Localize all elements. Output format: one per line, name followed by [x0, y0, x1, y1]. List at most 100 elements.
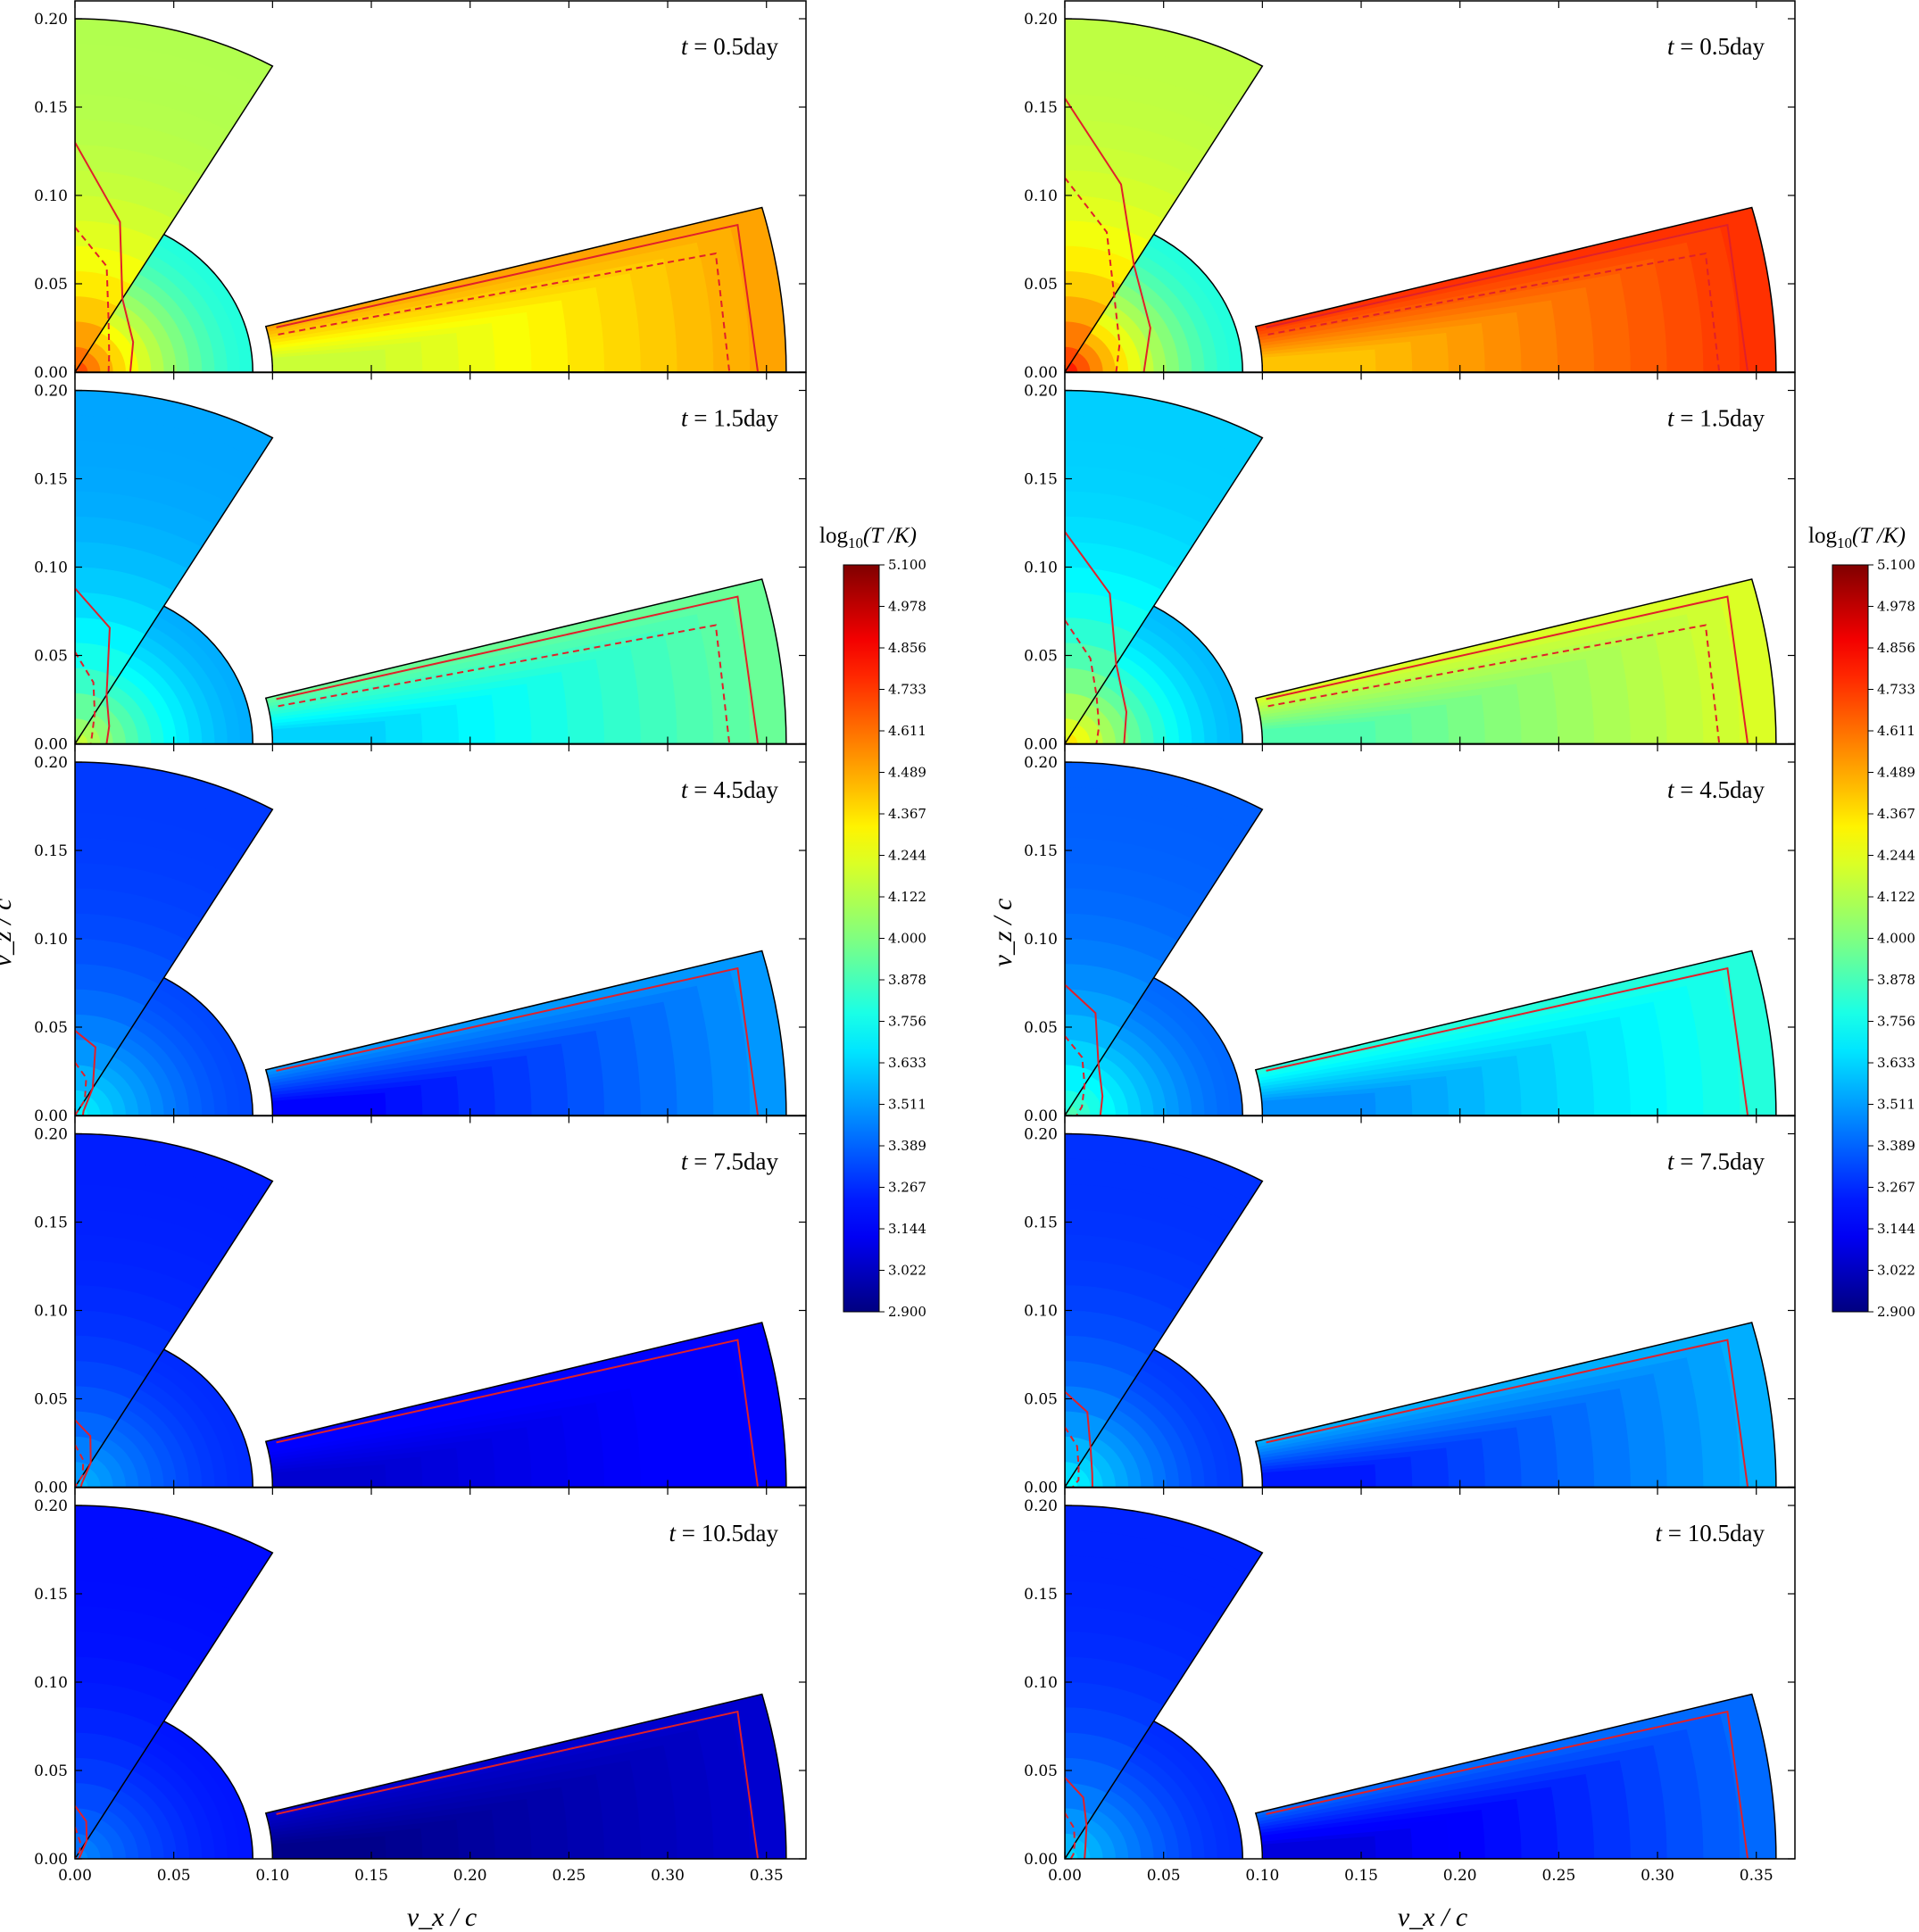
time-label: t = 7.5day [681, 1148, 778, 1175]
wind-band [271, 1092, 386, 1115]
panel-content [1065, 1505, 1777, 1859]
y-tick-label: 0.20 [1024, 383, 1058, 401]
colorbar-tick-label: 3.144 [1877, 1221, 1915, 1237]
time-label: t = 0.5day [1667, 33, 1765, 60]
wind-solid-contour [1266, 223, 1749, 372]
y-tick-label: 0.05 [34, 1019, 68, 1037]
colorbar-title: log10(T /K) [1808, 524, 1906, 551]
inner-disk-band [1065, 361, 1078, 372]
panel-content [75, 18, 787, 372]
wind-band [271, 349, 386, 372]
colorbar-tick-label: 3.878 [1877, 972, 1915, 988]
polar-wedge-outline [75, 1505, 274, 1859]
panel-frame [74, 1487, 807, 1860]
y-tick-label: 0.05 [34, 1391, 68, 1409]
x-tick-label: 0.00 [1048, 1867, 1082, 1885]
wind-band [271, 1836, 386, 1859]
colorbar-tick-label: 3.633 [1877, 1055, 1915, 1071]
panel-1-3: 0.00 0.05 0.10 0.15 0.20 t = 7.5day [1024, 1115, 1796, 1497]
wind-dashed-contour [278, 252, 731, 372]
x-tick-label: 0.20 [453, 1867, 487, 1885]
y-tick-label: 0.10 [34, 931, 68, 949]
panel-content [75, 1132, 787, 1488]
colorbar-tick-label: 4.978 [1877, 599, 1915, 615]
dashed-contour [1065, 1426, 1080, 1488]
y-tick-label: 0.05 [34, 648, 68, 666]
x-axis-label-left: v_x / c [407, 1903, 477, 1932]
y-tick-label: 0.05 [1024, 276, 1058, 294]
inner-disk-outline [163, 605, 253, 744]
solid-contour [75, 1805, 88, 1859]
y-tick-label: 0.05 [1024, 1762, 1058, 1780]
colorbar-tick-label: 4.611 [888, 723, 926, 739]
inner-disk-band [75, 1477, 88, 1488]
y-tick-label: 0.00 [34, 1851, 68, 1869]
inner-disk-band [1065, 1477, 1078, 1488]
inner-disk-outline [163, 1721, 253, 1859]
y-tick-label: 0.20 [1024, 754, 1058, 772]
y-tick-label: 0.15 [1024, 1215, 1058, 1232]
colorbar-tick-label: 3.267 [888, 1180, 926, 1196]
wind-dashed-contour [278, 624, 731, 743]
inner-disk-outline [1153, 605, 1243, 744]
wind-band [1261, 349, 1376, 372]
solid-contour [75, 1419, 92, 1488]
y-tick-label: 0.15 [1024, 842, 1058, 860]
colorbar-tick-label: 4.122 [888, 889, 926, 905]
wind-outline [1254, 1693, 1777, 1859]
y-axis-label-left: v_z / c [0, 899, 17, 967]
y-tick-label: 0.10 [1024, 187, 1058, 205]
y-tick-label: 0.00 [34, 1107, 68, 1125]
colorbar-tick-label: 4.000 [1877, 931, 1915, 947]
colorbar-tick-label: 4.733 [888, 682, 926, 698]
dashed-contour [1065, 619, 1101, 744]
polar-wedge-outline [1065, 761, 1264, 1115]
x-tick-label: 0.20 [1443, 1867, 1477, 1885]
time-label: t = 10.5day [669, 1520, 779, 1546]
y-tick-label: 0.10 [1024, 560, 1058, 577]
y-tick-label: 0.20 [1024, 1497, 1058, 1515]
colorbar-tick-label: 4.122 [1877, 889, 1915, 905]
x-tick-label: 0.25 [552, 1867, 586, 1885]
y-tick-label: 0.20 [1024, 11, 1058, 29]
panel-1-2: 0.00 0.05 0.10 0.15 0.20 t = 4.5day [1024, 743, 1796, 1125]
y-tick-label: 0.05 [1024, 1019, 1058, 1037]
y-tick-label: 0.10 [34, 187, 68, 205]
y-tick-label: 0.15 [1024, 471, 1058, 489]
wind-solid-contour [1266, 1339, 1749, 1487]
wind-outline [264, 206, 787, 372]
solid-contour [1065, 97, 1151, 372]
colorbar-tick-label: 4.489 [888, 765, 926, 781]
colorbar-tick-label: 3.511 [888, 1097, 926, 1113]
dashed-contour [1065, 1812, 1076, 1859]
colorbar-gradient [843, 564, 880, 1313]
time-label: t = 4.5day [681, 776, 778, 803]
polar-wedge-outline [75, 18, 274, 372]
inner-disk-outline [1153, 977, 1243, 1115]
colorbar-tick-label: 4.367 [888, 806, 926, 822]
y-tick-label: 0.00 [1024, 1480, 1058, 1497]
inner-disk-outline [163, 977, 253, 1115]
x-tick-label: 0.30 [651, 1867, 685, 1885]
y-tick-label: 0.20 [34, 383, 68, 401]
y-tick-label: 0.05 [34, 276, 68, 294]
x-tick-label: 0.05 [157, 1867, 191, 1885]
x-tick-label: 0.25 [1541, 1867, 1575, 1885]
colorbar-1: 5.100 4.978 4.856 4.733 4.611 4.489 4.367 4.244… [1808, 524, 1915, 1320]
panel-content [1065, 761, 1777, 1115]
colorbar-tick-label: 3.389 [1877, 1138, 1915, 1154]
inner-disk-band [1065, 734, 1078, 744]
colorbar-tick-label: 4.244 [888, 848, 926, 864]
wind-band [1261, 1836, 1376, 1859]
panel-0-4: 0.00 0.05 0.10 0.15 0.20 0.00 0.05 0.10 0.15 0.20… [34, 1487, 807, 1885]
y-tick-label: 0.10 [1024, 1674, 1058, 1692]
y-tick-label: 0.00 [1024, 736, 1058, 754]
inner-disk-band [1065, 1105, 1078, 1115]
y-tick-label: 0.15 [34, 842, 68, 860]
panel-1-0: 0.00 0.05 0.10 0.15 0.20 t = 0.5day [1024, 0, 1796, 382]
panels-layer: 0.000.050.100.150.20t = 0.5day0.000.050.… [34, 0, 1796, 1885]
wind-solid-contour [1266, 1710, 1749, 1859]
colorbars-layer: 5.100 4.978 4.856 4.733 4.611 4.489 4.367 4.244… [819, 524, 1915, 1320]
colorbar-tick-label: 4.733 [1877, 682, 1915, 698]
y-axis-label-right: v_z / c [988, 899, 1018, 967]
